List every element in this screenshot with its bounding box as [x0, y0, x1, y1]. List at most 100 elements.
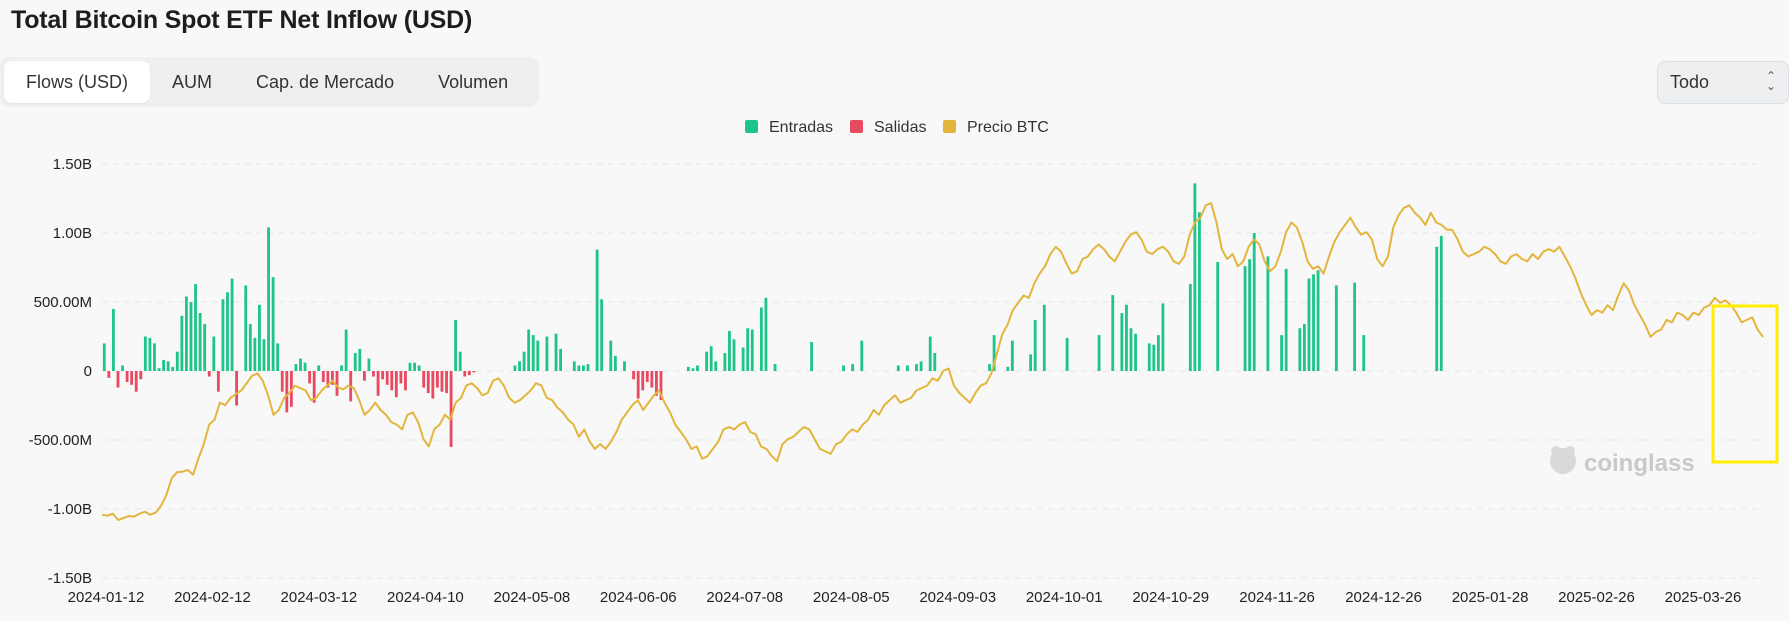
outflow-bar: [394, 371, 398, 398]
inflow-bar: [522, 351, 526, 371]
inflow-bar: [905, 365, 909, 371]
inflow-bar: [157, 368, 161, 371]
time-range-select[interactable]: Todo ⌃ ⌄: [1657, 61, 1789, 104]
inflow-bar: [367, 358, 371, 371]
x-tick-label: 2024-11-26: [1239, 589, 1315, 606]
x-tick-label: 2025-03-26: [1665, 589, 1742, 606]
inflow-bar: [258, 304, 261, 371]
metric-tab-bar: Flows (USD) AUM Cap. de Mercado Volumen: [0, 57, 539, 107]
inflow-bar: [709, 346, 713, 371]
inflow-bar: [340, 365, 343, 371]
inflow-bar: [358, 348, 362, 371]
inflow-bar: [203, 324, 207, 371]
inflow-bar: [1065, 337, 1069, 371]
outflow-bar: [399, 371, 403, 384]
x-tick-label: 2025-01-28: [1452, 589, 1529, 606]
inflow-bar: [1439, 235, 1443, 371]
inflow-bar: [230, 278, 234, 371]
inflow-bar: [454, 319, 458, 371]
inflow-bar: [458, 351, 462, 371]
outflow-bar: [335, 371, 339, 396]
inflow-bar: [344, 329, 348, 371]
inflow-bar: [1302, 324, 1306, 371]
outflow-bar: [280, 371, 284, 392]
inflow-bar: [226, 292, 229, 371]
inflow-bar: [513, 365, 517, 371]
outflow-bar: [463, 371, 467, 377]
inflow-bar: [111, 308, 115, 371]
logo-ear: [1565, 446, 1575, 456]
inflow-bar: [1147, 343, 1151, 371]
inflow-bar: [851, 364, 855, 371]
outflow-bar: [472, 371, 476, 373]
inflow-bar: [1111, 295, 1115, 371]
legend-swatch: [745, 120, 758, 133]
inflow-bar: [413, 362, 416, 371]
inflow-bar: [175, 351, 179, 371]
outflow-bar: [376, 371, 380, 396]
tab-volume[interactable]: Volumen: [438, 71, 509, 92]
x-tick-label: 2024-01-12: [68, 589, 145, 606]
inflow-bar: [185, 296, 188, 371]
tab-aum[interactable]: AUM: [172, 71, 212, 92]
inflow-bar: [1216, 261, 1220, 371]
inflow-bar: [623, 361, 626, 371]
legend-label: Precio BTC: [967, 119, 1049, 136]
inflow-bar: [536, 340, 540, 371]
inflow-bar: [1307, 278, 1311, 371]
inflow-bar: [750, 329, 754, 371]
outflow-bar: [636, 371, 640, 399]
inflow-bar: [759, 307, 763, 371]
inflow-bar: [143, 336, 147, 371]
inflow-bar: [1280, 335, 1283, 371]
outflow-bar: [381, 371, 385, 380]
outflow-bar: [207, 371, 211, 377]
inflow-bar: [244, 285, 248, 371]
inflow-bar: [728, 330, 731, 371]
inflow-bar: [1010, 340, 1014, 371]
inflow-bar: [586, 364, 590, 371]
tab-flows[interactable]: Flows (USD): [4, 61, 150, 103]
x-tick-label: 2025-02-26: [1558, 589, 1635, 606]
inflow-bar: [714, 361, 718, 371]
inflow-bar: [1353, 282, 1357, 371]
tab-market-cap[interactable]: Cap. de Mercado: [256, 71, 395, 92]
outflow-bar: [134, 371, 138, 392]
inflow-bar: [408, 362, 412, 371]
inflow-bar: [194, 284, 197, 371]
inflow-bar: [741, 347, 745, 371]
chart-legend: Entradas Salidas Precio BTC: [745, 119, 1049, 136]
inflow-bar: [928, 336, 932, 371]
highlight-box: [1711, 304, 1779, 464]
time-range-value: Todo: [1670, 72, 1710, 92]
outflow-bar: [116, 371, 120, 388]
inflow-bar: [1243, 266, 1247, 371]
inflow-bar: [577, 365, 581, 371]
outflow-bar: [125, 371, 129, 383]
y-axis: 1.50B 1.00B 500.00M 0 -500.00M -1.00B -1.50B: [29, 156, 92, 587]
inflow-bar: [166, 361, 170, 371]
outflow-bar: [641, 371, 645, 391]
inflow-bar: [271, 277, 275, 371]
x-tick-label: 2024-09-03: [919, 589, 996, 606]
outflow-bar: [107, 371, 111, 378]
inflow-bar: [518, 361, 521, 371]
y-tick-label: 1.00B: [53, 225, 92, 242]
inflow-bar: [810, 342, 813, 371]
inflow-bar: [1198, 212, 1201, 371]
outflow-bar: [435, 371, 439, 388]
inflow-bar: [764, 297, 768, 371]
outflow-bar: [404, 371, 407, 391]
inflow-bar: [696, 365, 699, 371]
y-tick-label: 0: [84, 363, 92, 380]
outflow-bar: [449, 371, 453, 447]
coinglass-watermark: coinglass: [1550, 446, 1695, 477]
inflow-bar: [773, 364, 777, 371]
inflow-bar: [299, 358, 302, 371]
y-tick-label: -1.50B: [48, 570, 92, 587]
outflow-bar: [235, 371, 239, 406]
outflow-bar: [440, 371, 444, 392]
outflow-bar: [426, 371, 430, 394]
legend-label: Entradas: [769, 119, 833, 136]
